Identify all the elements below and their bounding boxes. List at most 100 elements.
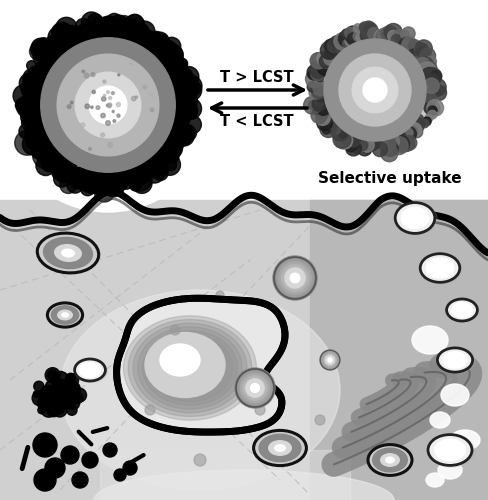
Circle shape <box>41 38 175 172</box>
Ellipse shape <box>395 202 435 234</box>
Circle shape <box>136 160 148 173</box>
Text: Selective uptake: Selective uptake <box>318 170 462 186</box>
Circle shape <box>49 46 167 164</box>
Circle shape <box>50 406 58 414</box>
Circle shape <box>69 382 79 392</box>
Circle shape <box>93 178 104 190</box>
Circle shape <box>47 144 66 163</box>
Circle shape <box>28 68 50 90</box>
Ellipse shape <box>162 346 219 391</box>
Bar <box>310 200 488 500</box>
Text: T < LCST: T < LCST <box>220 114 294 129</box>
Circle shape <box>49 398 60 407</box>
Circle shape <box>382 28 390 38</box>
Circle shape <box>352 67 398 113</box>
Circle shape <box>346 140 361 156</box>
Circle shape <box>326 124 335 132</box>
Circle shape <box>143 158 158 173</box>
Circle shape <box>164 45 183 64</box>
Circle shape <box>65 170 80 186</box>
Circle shape <box>34 132 53 151</box>
Circle shape <box>63 28 77 42</box>
Circle shape <box>426 74 439 88</box>
Circle shape <box>326 356 334 364</box>
Ellipse shape <box>446 299 480 323</box>
Circle shape <box>92 100 100 108</box>
Circle shape <box>34 469 56 491</box>
Circle shape <box>150 104 154 108</box>
Circle shape <box>65 382 72 388</box>
Circle shape <box>68 168 88 187</box>
Circle shape <box>113 120 116 122</box>
Circle shape <box>66 64 149 146</box>
Circle shape <box>384 134 399 149</box>
Ellipse shape <box>171 353 209 383</box>
Circle shape <box>142 138 149 144</box>
Circle shape <box>113 116 120 123</box>
Circle shape <box>124 22 142 38</box>
Circle shape <box>352 146 360 154</box>
Circle shape <box>28 69 48 89</box>
Circle shape <box>182 102 198 118</box>
Circle shape <box>153 149 167 162</box>
Circle shape <box>80 104 84 108</box>
Circle shape <box>95 108 100 112</box>
Circle shape <box>170 106 191 127</box>
Circle shape <box>321 36 429 144</box>
Circle shape <box>54 154 68 169</box>
Circle shape <box>314 88 328 102</box>
Ellipse shape <box>450 430 480 450</box>
Circle shape <box>78 174 92 188</box>
Circle shape <box>287 270 303 286</box>
Circle shape <box>175 86 187 98</box>
Circle shape <box>156 60 158 62</box>
Ellipse shape <box>47 303 82 327</box>
Circle shape <box>163 141 181 160</box>
Circle shape <box>66 39 75 48</box>
Circle shape <box>101 133 105 137</box>
Circle shape <box>76 18 91 34</box>
Circle shape <box>320 112 330 122</box>
Circle shape <box>357 140 368 151</box>
Ellipse shape <box>407 212 423 224</box>
Circle shape <box>144 39 164 58</box>
Circle shape <box>88 170 105 188</box>
Circle shape <box>108 142 113 148</box>
Circle shape <box>163 49 183 70</box>
Circle shape <box>141 32 158 49</box>
Circle shape <box>403 136 417 150</box>
Circle shape <box>24 90 43 109</box>
Circle shape <box>415 44 428 57</box>
Ellipse shape <box>437 348 472 372</box>
Circle shape <box>421 120 429 128</box>
Circle shape <box>315 415 325 425</box>
Circle shape <box>60 176 77 194</box>
Ellipse shape <box>394 202 438 236</box>
Circle shape <box>325 355 335 365</box>
Circle shape <box>173 73 184 85</box>
Circle shape <box>172 124 185 136</box>
Circle shape <box>110 170 124 184</box>
Circle shape <box>428 110 437 119</box>
Circle shape <box>30 108 41 120</box>
Circle shape <box>401 30 409 38</box>
Ellipse shape <box>128 320 252 416</box>
Circle shape <box>392 135 409 152</box>
Circle shape <box>363 78 387 102</box>
Circle shape <box>172 136 185 149</box>
Circle shape <box>16 98 29 112</box>
Circle shape <box>176 76 185 84</box>
Circle shape <box>23 68 41 87</box>
Circle shape <box>324 51 338 66</box>
Circle shape <box>183 80 199 96</box>
Circle shape <box>114 182 122 190</box>
Circle shape <box>35 32 181 178</box>
Circle shape <box>422 92 437 106</box>
Circle shape <box>323 126 330 134</box>
Circle shape <box>126 161 142 178</box>
Circle shape <box>60 57 156 153</box>
Circle shape <box>82 180 96 192</box>
Circle shape <box>90 170 102 181</box>
Circle shape <box>35 65 47 77</box>
Circle shape <box>75 170 86 181</box>
